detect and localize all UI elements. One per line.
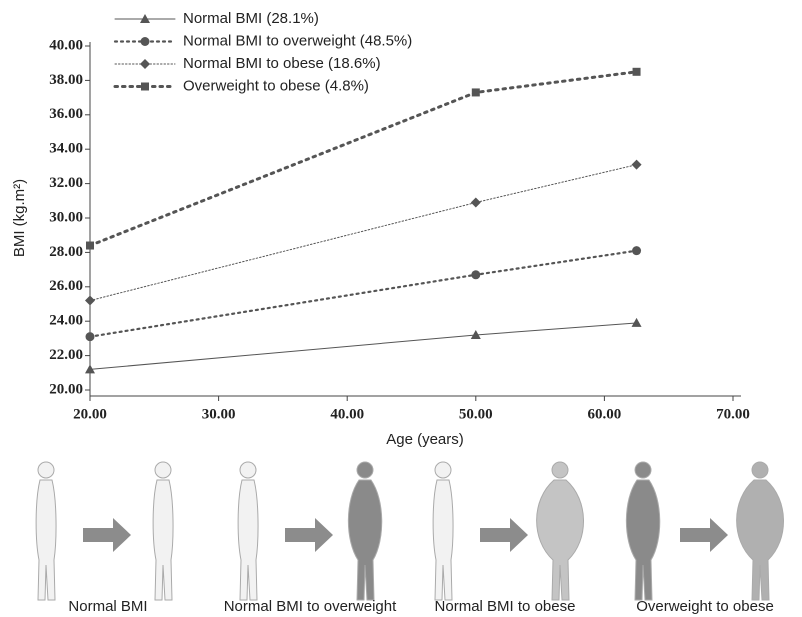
person-body [347, 479, 383, 601]
legend-label: Normal BMI to obese (18.6%) [183, 55, 381, 72]
point [470, 197, 481, 208]
panel-caption: Overweight to obese [636, 598, 774, 615]
point [632, 67, 641, 76]
point [470, 329, 481, 339]
point [632, 246, 642, 256]
legend-label: Normal BMI to overweight (48.5%) [183, 32, 412, 49]
x-tick-label: 50.00 [459, 406, 493, 422]
person-body [35, 479, 57, 601]
point [471, 88, 480, 97]
x-tick-label: 20.00 [73, 406, 107, 422]
point [85, 295, 95, 306]
person-figure [625, 461, 661, 601]
y-axis-label: BMI (kg.m²) [11, 179, 28, 257]
person-head [356, 461, 374, 479]
person-body [536, 479, 584, 601]
person-body [736, 479, 784, 601]
person-figure [536, 461, 584, 601]
y-tick-label: 36.00 [49, 106, 83, 122]
series-line [88, 70, 639, 248]
person-body [152, 479, 174, 601]
point [85, 332, 95, 342]
point [140, 14, 150, 23]
person-figure [736, 461, 784, 601]
y-tick-label: 28.00 [49, 244, 83, 260]
panel-caption: Normal BMI [68, 598, 147, 615]
series-line [89, 322, 638, 370]
person-head [751, 461, 769, 479]
person-body [432, 479, 454, 601]
person-head [551, 461, 569, 479]
x-tick-label: 70.00 [716, 406, 750, 422]
y-tick-label: 40.00 [49, 37, 83, 53]
arrow [285, 518, 333, 552]
point [631, 159, 642, 170]
y-tick-label: 30.00 [49, 209, 83, 225]
person-figure [35, 461, 57, 601]
y-tick-label: 26.00 [49, 278, 83, 294]
point [471, 270, 481, 280]
arrow [83, 518, 131, 552]
point [141, 82, 149, 91]
series-line [88, 249, 638, 338]
person-body [237, 479, 259, 601]
arrow [680, 518, 728, 552]
x-tick-label: 60.00 [588, 406, 622, 422]
person-head [634, 461, 652, 479]
person-head [37, 461, 55, 479]
series-line [89, 164, 638, 302]
person-body [625, 479, 661, 601]
x-tick-label: 30.00 [202, 406, 236, 422]
legend-label: Normal BMI (28.1%) [183, 10, 319, 27]
y-tick-label: 32.00 [49, 175, 83, 191]
y-tick-label: 24.00 [49, 313, 83, 329]
y-tick-label: 34.00 [49, 141, 83, 157]
x-tick-label: 40.00 [330, 406, 364, 422]
point [631, 317, 642, 327]
person-figure [347, 461, 383, 601]
panel-caption: Normal BMI to overweight [224, 598, 397, 615]
y-tick-label: 20.00 [49, 381, 83, 397]
legend-label: Overweight to obese (4.8%) [183, 77, 369, 94]
y-tick-label: 22.00 [49, 347, 83, 363]
y-tick-label: 38.00 [49, 72, 83, 88]
person-figure [152, 461, 174, 601]
person-head [239, 461, 257, 479]
arrow [480, 518, 528, 552]
person-head [154, 461, 172, 479]
point [140, 37, 150, 46]
person-head [434, 461, 452, 479]
point [140, 59, 150, 69]
point [85, 364, 95, 374]
person-figure [237, 461, 259, 601]
point [86, 241, 94, 250]
panel-caption: Normal BMI to obese [435, 598, 576, 615]
person-figure [432, 461, 454, 601]
x-axis-label: Age (years) [386, 431, 464, 448]
